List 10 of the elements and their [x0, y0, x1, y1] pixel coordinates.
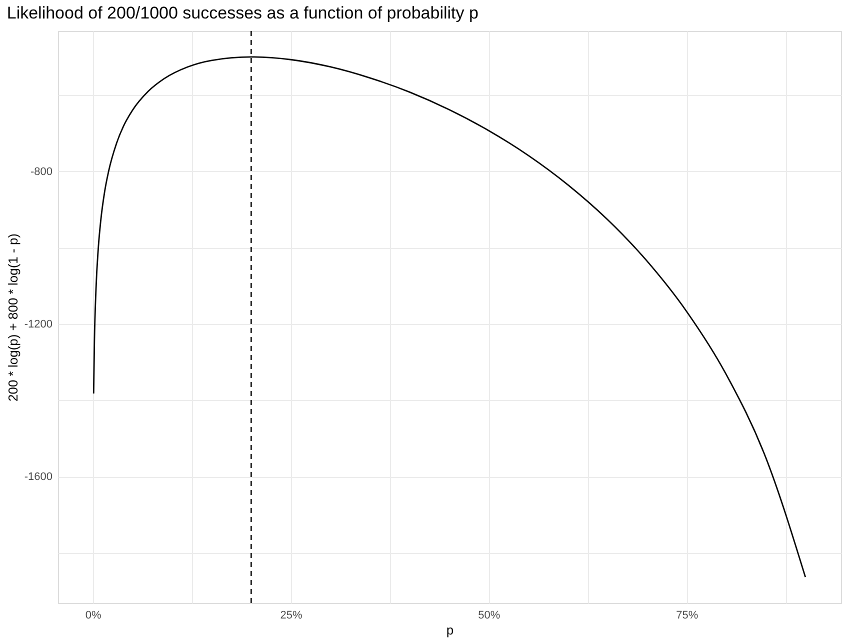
y-tick-label: -1200	[24, 318, 52, 331]
y-axis-title: 200 * log(p) + 800 * log(1 - p)	[5, 233, 20, 402]
chart-title: Likelihood of 200/1000 successes as a function of probability p	[6, 3, 478, 22]
x-axis-title: p	[446, 622, 454, 638]
x-tick-label: 25%	[280, 610, 302, 622]
y-tick-label: -1600	[24, 471, 52, 484]
y-tick-label: -800	[30, 166, 52, 178]
x-tick-label: 0%	[85, 610, 102, 622]
x-tick-label: 75%	[676, 610, 698, 622]
x-tick-label: 50%	[478, 610, 500, 622]
